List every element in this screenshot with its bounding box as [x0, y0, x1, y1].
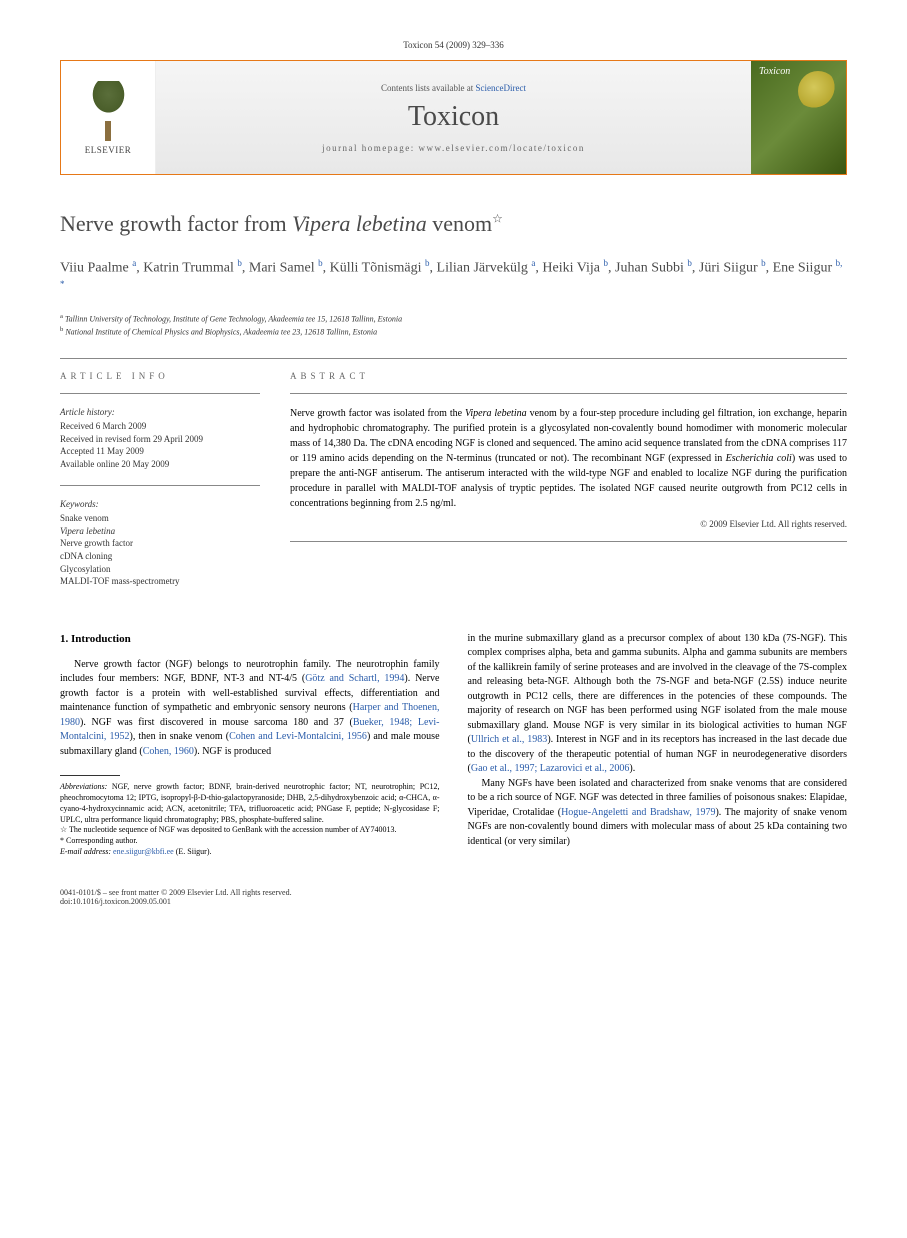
genbank-footnote: ☆ The nucleotide sequence of NGF was dep…: [60, 825, 440, 836]
contents-prefix: Contents lists available at: [381, 83, 475, 93]
page-footer: 0041-0101/$ – see front matter © 2009 El…: [60, 888, 847, 906]
cover-journal-text: Toxicon: [759, 66, 790, 77]
email-link[interactable]: ene.siigur@kbfi.ee: [113, 847, 174, 856]
corr-text: Corresponding author.: [66, 836, 138, 845]
abstract-column: ABSTRACT Nerve growth factor was isolate…: [290, 371, 847, 602]
divider: [290, 393, 847, 394]
history-heading: Article history:: [60, 406, 260, 419]
contents-available-line: Contents lists available at ScienceDirec…: [381, 83, 526, 93]
keyword: Nerve growth factor: [60, 537, 260, 550]
email-footnote: E-mail address: ene.siigur@kbfi.ee (E. S…: [60, 847, 440, 858]
footnotes: Abbreviations: NGF, nerve growth factor;…: [60, 782, 440, 858]
affiliation-a: a Tallinn University of Technology, Inst…: [60, 312, 847, 325]
keyword: MALDI-TOF mass-spectrometry: [60, 575, 260, 588]
homepage-prefix: journal homepage:: [322, 143, 418, 153]
keywords-block: Keywords: Snake venom Vipera lebetina Ne…: [60, 498, 260, 588]
article-history-block: Article history: Received 6 March 2009 R…: [60, 406, 260, 471]
body-paragraph: Nerve growth factor (NGF) belongs to neu…: [60, 658, 440, 760]
banner-center: Contents lists available at ScienceDirec…: [156, 61, 751, 174]
email-label: E-mail address:: [60, 847, 111, 856]
elsevier-tree-icon: [81, 81, 136, 141]
keywords-heading: Keywords:: [60, 498, 260, 511]
divider: [60, 393, 260, 394]
journal-name: Toxicon: [408, 101, 499, 133]
body-column-right: in the murine submaxillary gland as a pr…: [468, 632, 848, 858]
authors-line: Viiu Paalme a, Katrin Trummal b, Mari Sa…: [60, 257, 847, 300]
title-italic: Vipera lebetina: [292, 211, 427, 236]
journal-cover-thumb: Toxicon: [751, 61, 846, 174]
corresponding-footnote: * Corresponding author.: [60, 836, 440, 847]
sciencedirect-link[interactable]: ScienceDirect: [476, 83, 526, 93]
body-paragraph: in the murine submaxillary gland as a pr…: [468, 632, 848, 777]
keyword: Vipera lebetina: [60, 525, 260, 538]
affiliation-b-text: National Institute of Chemical Physics a…: [65, 327, 377, 336]
body-columns: 1. Introduction Nerve growth factor (NGF…: [60, 632, 847, 858]
divider: [60, 358, 847, 359]
affiliations: a Tallinn University of Technology, Inst…: [60, 312, 847, 338]
history-line: Received 6 March 2009: [60, 420, 260, 433]
title-part1: Nerve growth factor from: [60, 211, 292, 236]
elsevier-logo: ELSEVIER: [73, 73, 143, 163]
abbrev-text: NGF, nerve growth factor; BDNF, brain-de…: [60, 782, 440, 823]
history-line: Accepted 11 May 2009: [60, 445, 260, 458]
page-header: Toxicon 54 (2009) 329–336: [60, 40, 847, 50]
homepage-url[interactable]: www.elsevier.com/locate/toxicon: [419, 143, 585, 153]
article-title: Nerve growth factor from Vipera lebetina…: [60, 210, 847, 239]
email-name: (E. Siigur).: [176, 847, 212, 856]
title-part2: venom: [427, 211, 492, 236]
history-line: Available online 20 May 2009: [60, 458, 260, 471]
keyword: Snake venom: [60, 512, 260, 525]
section-heading: 1. Introduction: [60, 632, 440, 648]
journal-banner: ELSEVIER Contents lists available at Sci…: [60, 60, 847, 175]
footer-line1: 0041-0101/$ – see front matter © 2009 El…: [60, 888, 847, 897]
divider: [290, 541, 847, 542]
article-info-label: ARTICLE INFO: [60, 371, 260, 381]
keyword: Glycosylation: [60, 563, 260, 576]
title-star-icon: ☆: [492, 212, 503, 226]
body-column-left: 1. Introduction Nerve growth factor (NGF…: [60, 632, 440, 858]
keyword: cDNA cloning: [60, 550, 260, 563]
abstract-copyright: © 2009 Elsevier Ltd. All rights reserved…: [290, 519, 847, 529]
abstract-label: ABSTRACT: [290, 371, 847, 381]
star-icon: ☆: [60, 825, 67, 834]
publisher-logo-box: ELSEVIER: [61, 61, 156, 174]
note-text: The nucleotide sequence of NGF was depos…: [69, 825, 396, 834]
article-info-column: ARTICLE INFO Article history: Received 6…: [60, 371, 260, 602]
homepage-line: journal homepage: www.elsevier.com/locat…: [322, 143, 585, 153]
body-paragraph: Many NGFs have been isolated and charact…: [468, 777, 848, 850]
abstract-text: Nerve growth factor was isolated from th…: [290, 406, 847, 511]
footnote-divider: [60, 775, 120, 776]
history-line: Received in revised form 29 April 2009: [60, 433, 260, 446]
affiliation-b: b National Institute of Chemical Physics…: [60, 325, 847, 338]
affiliation-a-text: Tallinn University of Technology, Instit…: [65, 315, 402, 324]
footer-line2: doi:10.1016/j.toxicon.2009.05.001: [60, 897, 847, 906]
divider: [60, 485, 260, 486]
publisher-name: ELSEVIER: [85, 145, 132, 155]
abbrev-label: Abbreviations:: [60, 782, 107, 791]
abbreviations-footnote: Abbreviations: NGF, nerve growth factor;…: [60, 782, 440, 825]
